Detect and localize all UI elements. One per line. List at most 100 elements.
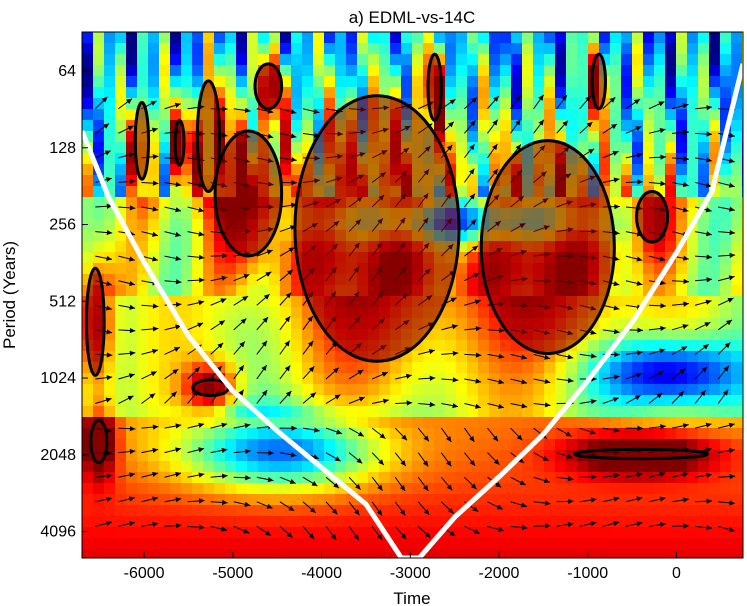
heatmap-cell: [467, 230, 479, 242]
heatmap-cell: [577, 32, 589, 44]
heatmap-cell: [159, 340, 171, 352]
heatmap-cell: [687, 153, 699, 165]
heatmap-cell: [533, 87, 545, 99]
heatmap-cell: [181, 373, 193, 385]
heatmap-cell: [610, 472, 622, 484]
heatmap-cell: [456, 417, 468, 429]
heatmap-cell: [335, 538, 347, 550]
heatmap-cell: [236, 263, 248, 275]
heatmap-cell: [291, 516, 303, 528]
heatmap-cell: [357, 428, 369, 440]
heatmap-cell: [720, 351, 732, 363]
phase-arrow: [464, 272, 480, 282]
heatmap-cell: [544, 76, 556, 88]
phase-arrow: [95, 123, 110, 134]
heatmap-cell: [456, 153, 468, 165]
heatmap-cell: [137, 54, 149, 66]
heatmap-cell: [533, 417, 545, 429]
heatmap-cell: [115, 351, 127, 363]
heatmap-cell: [676, 98, 688, 110]
heatmap-cell: [324, 516, 336, 528]
heatmap-cell: [214, 494, 226, 506]
heatmap-cell: [566, 109, 578, 121]
heatmap-cell: [643, 263, 655, 275]
heatmap-cell: [247, 274, 259, 286]
heatmap-cell: [522, 109, 534, 121]
heatmap-cell: [236, 285, 248, 297]
heatmap-cell: [192, 483, 204, 495]
heatmap-cell: [82, 43, 94, 55]
heatmap-cell: [236, 120, 248, 132]
heatmap-cell: [236, 43, 248, 55]
heatmap-cell: [412, 87, 424, 99]
heatmap-cell: [643, 351, 655, 363]
heatmap-cell: [346, 428, 358, 440]
heatmap-cell: [665, 505, 677, 517]
heatmap-cell: [731, 230, 743, 242]
heatmap-cell: [357, 549, 369, 558]
heatmap-cell: [390, 505, 402, 517]
heatmap-cell: [104, 461, 116, 473]
heatmap-cell: [478, 164, 490, 176]
heatmap-cell: [412, 32, 424, 44]
phase-arrow: [464, 403, 482, 409]
heatmap-cell: [280, 142, 292, 154]
heatmap-cell: [412, 494, 424, 506]
heatmap-cell: [258, 494, 270, 506]
heatmap-cell: [302, 384, 314, 396]
heatmap-cell: [390, 450, 402, 462]
heatmap-cell: [687, 131, 699, 143]
heatmap-cell: [159, 65, 171, 77]
heatmap-cell: [203, 263, 215, 275]
heatmap-cell: [115, 263, 127, 275]
heatmap-cell: [588, 417, 600, 429]
heatmap-cell: [709, 428, 721, 440]
phase-arrow: [256, 476, 274, 483]
heatmap-cell: [313, 384, 325, 396]
heatmap-cell: [247, 373, 259, 385]
heatmap-cell: [643, 494, 655, 506]
heatmap-cell: [181, 76, 193, 88]
heatmap-cell: [159, 197, 171, 209]
heatmap-cell: [93, 494, 105, 506]
phase-arrow: [325, 427, 343, 435]
heatmap-cell: [687, 406, 699, 418]
heatmap-cell: [379, 472, 391, 484]
heatmap-cell: [137, 274, 149, 286]
heatmap-cell: [555, 549, 567, 558]
heatmap-cell: [720, 252, 732, 264]
heatmap-cell: [225, 472, 237, 484]
heatmap-cell: [269, 351, 281, 363]
heatmap-cell: [555, 450, 567, 462]
heatmap-cell: [115, 241, 127, 253]
heatmap-cell: [280, 307, 292, 319]
heatmap-cell: [82, 76, 94, 88]
phase-arrow: [648, 392, 663, 404]
heatmap-cell: [247, 516, 259, 528]
heatmap-cell: [335, 32, 347, 44]
phase-arrow: [94, 96, 108, 110]
heatmap-cell: [720, 340, 732, 352]
heatmap-cell: [621, 263, 633, 275]
heatmap-cell: [500, 494, 512, 506]
heatmap-cell: [291, 131, 303, 143]
significance-contour: [426, 52, 443, 122]
heatmap-cell: [159, 505, 171, 517]
heatmap-cell: [247, 120, 259, 132]
phase-arrow: [187, 206, 205, 213]
phase-arrow: [210, 253, 228, 259]
heatmap-cell: [324, 450, 336, 462]
phase-arrow: [671, 497, 689, 503]
heatmap-cell: [566, 439, 578, 451]
heatmap-cell: [148, 32, 160, 44]
heatmap-cell: [665, 494, 677, 506]
heatmap-cell: [731, 406, 743, 418]
heatmap-cell: [302, 505, 314, 517]
heatmap-cell: [632, 395, 644, 407]
heatmap-cell: [467, 87, 479, 99]
heatmap-cell: [93, 505, 105, 517]
heatmap-cell: [687, 142, 699, 154]
heatmap-cell: [698, 109, 710, 121]
heatmap-cell: [456, 109, 468, 121]
heatmap-cell: [346, 516, 358, 528]
